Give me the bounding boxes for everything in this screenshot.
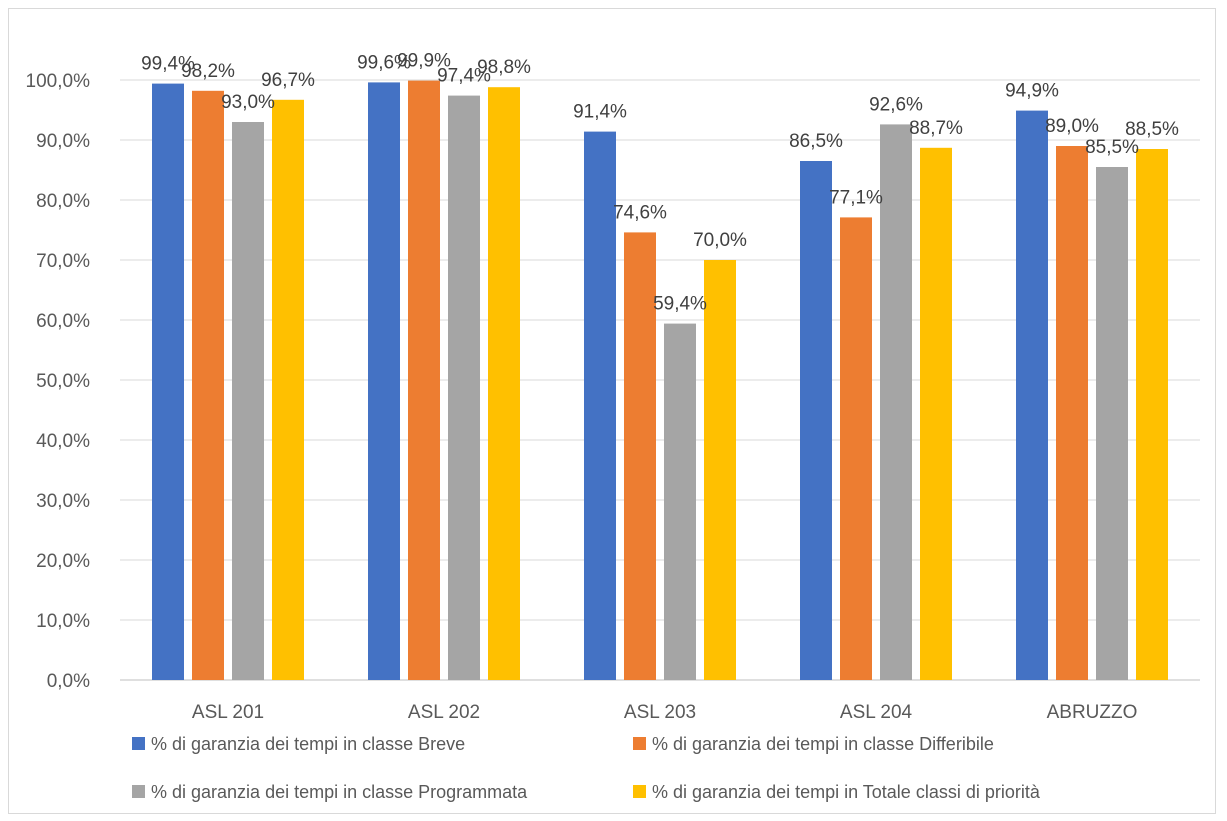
data-label: 77,1% (829, 187, 883, 208)
data-label: 96,7% (261, 70, 315, 91)
y-tick-label: 100,0% (26, 71, 91, 92)
x-tick-label: ABRUZZO (1047, 702, 1138, 723)
data-label: 70,0% (693, 230, 747, 251)
bar (152, 83, 184, 681)
bar (1016, 110, 1048, 681)
x-tick-label: ASL 203 (624, 702, 696, 723)
data-label: 99,4% (141, 54, 195, 75)
y-tick-label: 50,0% (36, 371, 90, 392)
data-label: 93,0% (221, 92, 275, 113)
y-axis: 0,0% 10,0% 20,0% 30,0% 40,0% 50,0% 60,0% 70,0% 8… (26, 71, 91, 692)
y-tick-label: 70,0% (36, 251, 90, 272)
data-label: 92,6% (869, 94, 923, 115)
bar (624, 232, 656, 680)
bar (408, 80, 440, 681)
data-label: 98,8% (477, 57, 531, 78)
y-tick-label: 90,0% (36, 131, 90, 152)
bar (1136, 149, 1168, 680)
data-label: 94,9% (1005, 81, 1059, 102)
data-label: 86,5% (789, 131, 843, 152)
legend-item[interactable]: % di garanzia dei tempi in classe Breve (132, 734, 465, 754)
legend-label: % di garanzia dei tempi in Totale classi… (652, 782, 1041, 802)
legend-swatch (132, 737, 145, 750)
y-tick-label: 80,0% (36, 191, 90, 212)
x-tick-label: ASL 204 (840, 702, 913, 723)
bar (488, 87, 520, 680)
legend-label: % di garanzia dei tempi in classe Breve (151, 734, 465, 754)
bar (584, 131, 616, 681)
data-label: 88,5% (1125, 119, 1179, 140)
bar (840, 217, 872, 680)
data-labels: 99,4%98,2% 93,0%96,7% 99,6%99,9%97,4%98,8%… (141, 51, 1179, 315)
data-label: 88,7% (909, 118, 963, 139)
bar (232, 122, 264, 680)
bar (1096, 167, 1128, 680)
data-label: 99,9% (397, 51, 451, 72)
bar (272, 99, 304, 681)
y-tick-label: 30,0% (36, 491, 90, 512)
legend-swatch (633, 785, 646, 798)
legend-label: % di garanzia dei tempi in classe Differ… (652, 734, 994, 754)
y-tick-label: 0,0% (47, 671, 90, 692)
x-axis: ASL 201 ASL 202 ASL 203 ASL 204 ABRUZZO (192, 702, 1137, 723)
bar (448, 95, 480, 681)
bar (192, 90, 224, 681)
legend-item[interactable]: % di garanzia dei tempi in classe Differ… (633, 734, 994, 754)
bar (1056, 146, 1088, 680)
x-tick-label: ASL 202 (408, 702, 480, 723)
y-tick-label: 60,0% (36, 311, 90, 332)
bars (152, 80, 1168, 681)
bar (880, 124, 912, 680)
data-label: 97,4% (437, 66, 491, 87)
x-tick-label: ASL 201 (192, 702, 264, 723)
data-label: 85,5% (1085, 137, 1139, 158)
y-tick-label: 10,0% (36, 611, 90, 632)
y-tick-label: 20,0% (36, 551, 90, 572)
data-label: 98,2% (181, 61, 235, 82)
bar (800, 161, 832, 680)
legend-item[interactable]: % di garanzia dei tempi in classe Progra… (132, 782, 528, 802)
legend-label: % di garanzia dei tempi in classe Progra… (151, 782, 528, 802)
bar (704, 260, 736, 680)
data-label: 99,6% (357, 52, 411, 73)
data-label: 91,4% (573, 102, 627, 123)
data-label: 89,0% (1045, 116, 1099, 137)
legend-swatch (132, 785, 145, 798)
legend[interactable]: % di garanzia dei tempi in classe Breve%… (132, 734, 1041, 802)
bar (920, 147, 952, 681)
bar (368, 82, 400, 680)
legend-item[interactable]: % di garanzia dei tempi in Totale classi… (633, 782, 1041, 802)
legend-swatch (633, 737, 646, 750)
bar (664, 323, 696, 680)
data-label: 59,4% (653, 294, 707, 315)
y-tick-label: 40,0% (36, 431, 90, 452)
data-label: 74,6% (613, 202, 667, 223)
